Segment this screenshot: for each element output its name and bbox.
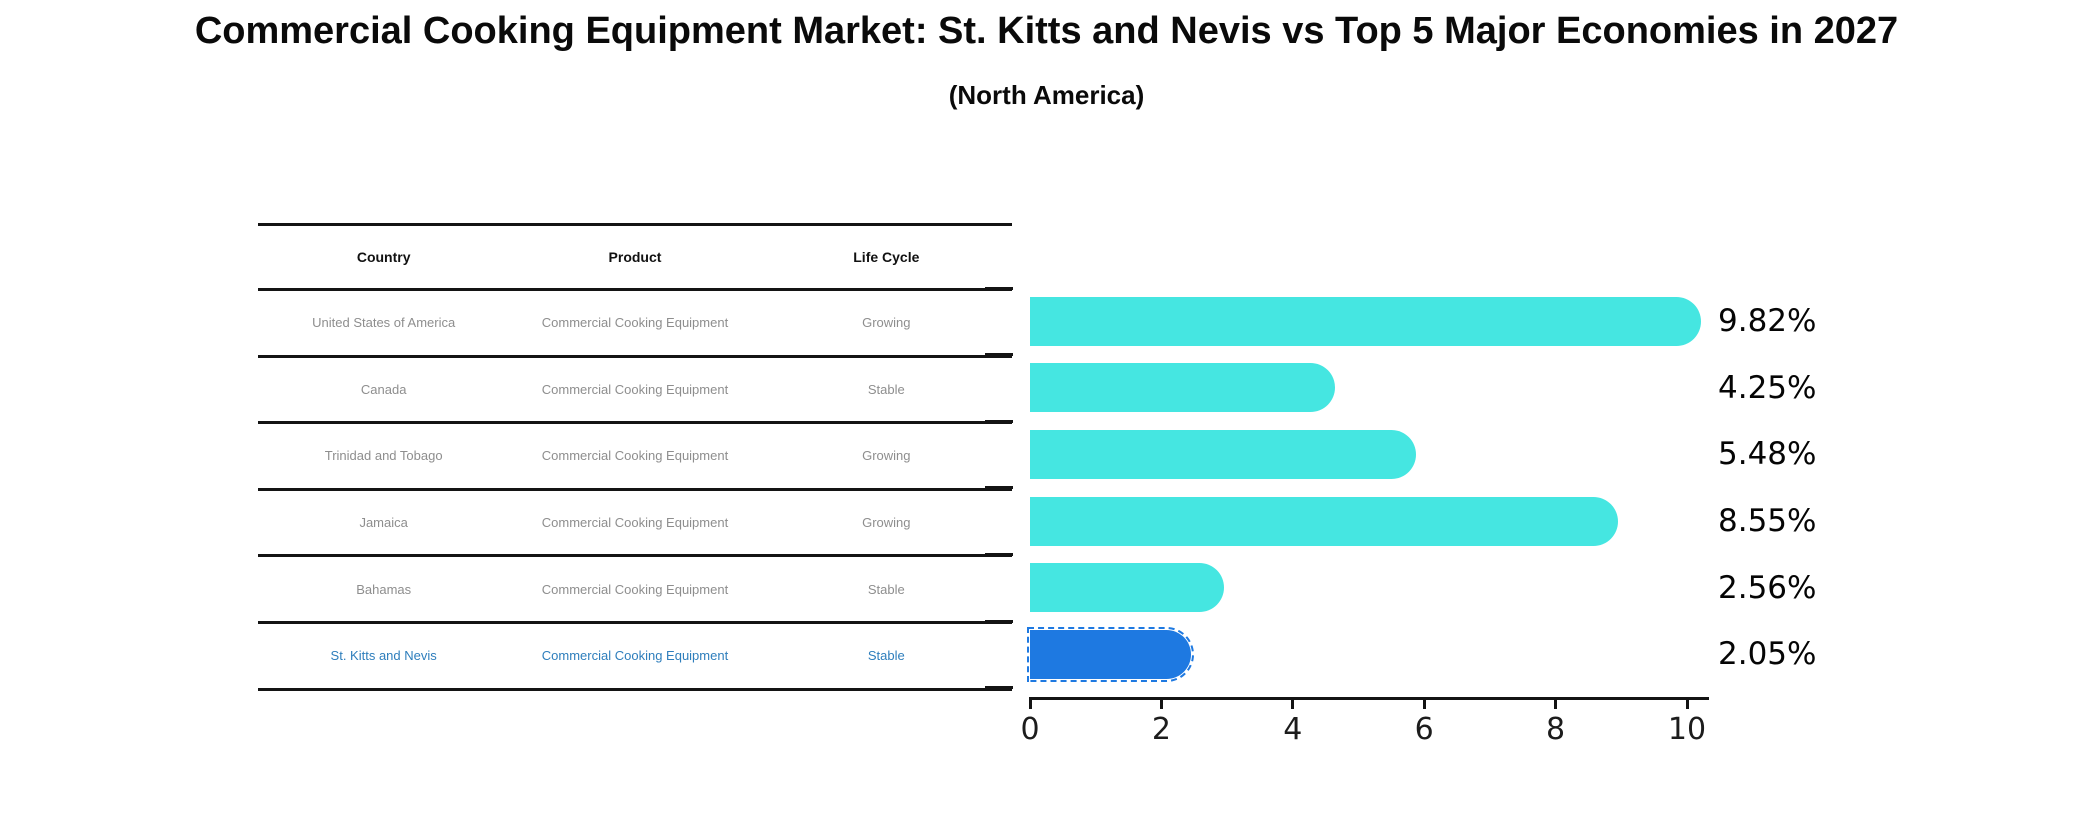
table-cell-life-cycle: Growing (862, 315, 911, 331)
table-cell-product: Commercial Cooking Equipment (541, 648, 729, 664)
table-cell-country: Jamaica (359, 515, 408, 531)
chart-title: Commercial Cooking Equipment Market: St.… (194, 10, 1899, 52)
bar (1027, 626, 1194, 682)
table-header-row: Country Product Life Cycle (258, 226, 1012, 291)
table-cell-product: Commercial Cooking Equipment (541, 315, 729, 331)
y-axis-tick (985, 486, 1013, 490)
table-row: St. Kitts and Nevis Commercial Cooking E… (258, 624, 1012, 691)
table-cell-product: Commercial Cooking Equipment (541, 515, 729, 531)
x-axis-tick (1422, 700, 1426, 709)
table-cell-country: Trinidad and Tobago (324, 448, 443, 464)
x-axis-tick (1685, 700, 1689, 709)
x-axis-tick (1159, 700, 1163, 709)
chart-subtitle: (North America) (948, 80, 1145, 110)
table-cell-life-cycle: Stable (867, 648, 905, 664)
bar-value-label: 9.82% (1718, 303, 1817, 340)
country-table: Country Product Life Cycle United States… (258, 223, 1012, 691)
x-axis-tick (1554, 700, 1558, 709)
bar-value-label: 5.48% (1718, 436, 1817, 473)
bar-row: 2.05% (1027, 621, 2093, 688)
y-axis-tick (985, 619, 1013, 623)
table-row: Jamaica Commercial Cooking Equipment Gro… (258, 491, 1012, 558)
bar-value-label: 8.55% (1718, 503, 1817, 540)
bar (1030, 363, 1336, 413)
x-axis-tick-label: 8 (1546, 712, 1566, 747)
y-axis-tick (985, 552, 1013, 556)
bar-row: 2.56% (1030, 554, 2093, 621)
table-row: Trinidad and Tobago Commercial Cooking E… (258, 424, 1012, 491)
x-axis-line (1029, 697, 1709, 700)
table-cell-product: Commercial Cooking Equipment (541, 581, 729, 597)
x-axis-tick-label: 6 (1414, 712, 1434, 747)
x-axis-tick-label: 0 (1020, 712, 1040, 747)
column-header-life-cycle: Life Cycle (853, 249, 920, 265)
bar-value-label: 4.25% (1718, 369, 1817, 406)
x-axis-tick (1028, 700, 1032, 709)
bar (1030, 429, 1417, 479)
column-header-product: Product (608, 249, 662, 265)
table-cell-country: United States of America (312, 315, 456, 331)
bar-value-label: 2.05% (1718, 636, 1817, 673)
table-cell-life-cycle: Stable (867, 581, 905, 597)
y-axis-tick (985, 686, 1013, 690)
table-cell-country: St. Kitts and Nevis (330, 648, 437, 664)
y-axis-tick (985, 353, 1013, 357)
x-axis-tick (1291, 700, 1295, 709)
bar (1030, 296, 1702, 346)
bar-value-label: 2.56% (1718, 569, 1817, 606)
table-cell-product: Commercial Cooking Equipment (541, 448, 729, 464)
y-axis-tick (985, 419, 1013, 423)
bar-row: 9.82% (1030, 288, 2093, 355)
y-axis-tick (985, 286, 1013, 290)
table-cell-life-cycle: Growing (862, 515, 911, 531)
table-row: United States of America Commercial Cook… (258, 291, 1012, 358)
table-cell-country: Bahamas (356, 581, 412, 597)
bar (1030, 563, 1225, 613)
table-cell-product: Commercial Cooking Equipment (541, 381, 729, 397)
table-cell-life-cycle: Stable (867, 381, 905, 397)
table-row: Bahamas Commercial Cooking Equipment Sta… (258, 557, 1012, 624)
bar-chart: 9.82% 4.25% 5.48% 8.55% 2.56% 2.05% 0 2 4 6… (985, 286, 2093, 823)
bar-row: 8.55% (1030, 488, 2093, 555)
bar-row: 4.25% (1030, 355, 2093, 422)
table-cell-country: Canada (360, 381, 407, 397)
column-header-country: Country (356, 249, 411, 265)
table-row: Canada Commercial Cooking Equipment Stab… (258, 358, 1012, 425)
bar-row: 5.48% (1030, 421, 2093, 488)
table-cell-life-cycle: Growing (862, 448, 911, 464)
x-axis-tick-label: 10 (1667, 712, 1707, 747)
bar (1030, 496, 1618, 546)
x-axis-tick-label: 2 (1151, 712, 1171, 747)
x-axis-tick-label: 4 (1283, 712, 1303, 747)
